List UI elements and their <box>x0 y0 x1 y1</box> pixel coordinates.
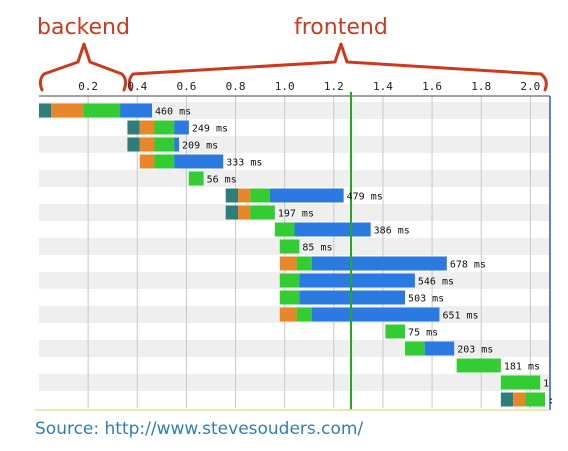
duration-label: 651 ms <box>442 311 478 322</box>
duration-label: 333 ms <box>226 158 262 169</box>
bar-segment-ttfb <box>83 103 121 118</box>
x-tick-label: 1.0 <box>275 80 295 93</box>
bar-segment-dns <box>225 205 238 220</box>
bar-segment-download <box>299 290 406 305</box>
x-tick-label: 0.2 <box>78 80 98 93</box>
bar-segment-connect <box>513 392 526 407</box>
bar-segment-connect <box>237 205 251 220</box>
duration-label: 181 ms <box>504 362 540 373</box>
frontend-annotation: frontend <box>294 15 388 40</box>
bar-segment-download <box>174 120 189 135</box>
x-tick-label: 1.8 <box>471 80 491 93</box>
source-caption: Source: http://www.stevesouders.com/ <box>35 419 364 439</box>
row-stripe <box>39 170 550 187</box>
bar-segment-download <box>294 222 371 237</box>
duration-label: 546 ms <box>418 277 454 288</box>
bar-segment-ttfb <box>274 222 295 237</box>
x-tick-label: 1.4 <box>373 80 393 93</box>
bar-segment-ttfb <box>296 307 312 322</box>
backend-bracket <box>38 42 128 92</box>
row-stripe <box>39 102 550 119</box>
duration-label: 209 ms <box>182 141 218 152</box>
duration-label: 479 ms <box>347 192 383 203</box>
duration-label: 460 ms <box>155 107 191 118</box>
x-tick-label: 1.2 <box>324 80 344 93</box>
bar-segment-download <box>174 154 224 169</box>
bar-segment-ttfb <box>154 154 175 169</box>
frontend-bracket <box>127 42 548 92</box>
duration-label: 1 <box>543 379 549 390</box>
duration-label: 249 ms <box>192 124 228 135</box>
duration-label: 203 ms <box>457 345 493 356</box>
duration-label: 503 ms <box>408 294 444 305</box>
bar-segment-connect <box>279 307 297 322</box>
bar-segment-ttfb <box>188 171 204 186</box>
duration-label: 386 ms <box>374 226 410 237</box>
duration-label: 678 ms <box>450 260 486 271</box>
bar-segment-download <box>120 103 153 118</box>
bar-segment-ttfb <box>405 341 425 356</box>
x-axis-ticks: 0.2 0.4 0.6 0.8 1.0 1.2 1.4 1.6 1.8 2.0 <box>78 80 540 93</box>
x-tick-label: 0.8 <box>226 80 246 93</box>
bar-segment-ttfb <box>154 137 175 152</box>
bar-segment-ttfb <box>279 273 300 288</box>
row-stripe <box>39 374 550 391</box>
bar-segment-connect <box>51 103 84 118</box>
x-tick-label: 2.0 <box>520 80 540 93</box>
bar-segment-connect <box>139 154 155 169</box>
x-tick-label: 0.4 <box>127 80 147 93</box>
bar-segment-download <box>174 137 180 152</box>
bar-segment-dns <box>127 120 140 135</box>
bar-segment-download <box>269 188 344 203</box>
bar-segment-connect <box>139 137 155 152</box>
bar-segment-dns <box>39 103 52 118</box>
x-tick-label: 0.6 <box>176 80 196 93</box>
duration-label: 85 ms <box>302 243 332 254</box>
bar-segment-ttfb <box>250 205 275 220</box>
duration-label: : <box>548 396 554 407</box>
bar-segment-download <box>424 341 455 356</box>
bar-segment-connect <box>139 120 155 135</box>
bar-segment-download <box>299 273 415 288</box>
duration-label: 197 ms <box>278 209 314 220</box>
bar-segment-ttfb <box>279 239 300 254</box>
bar-segment-ttfb <box>500 375 541 390</box>
x-tick-label: 1.6 <box>422 80 442 93</box>
bar-segment-connect <box>237 188 251 203</box>
bar-segment-ttfb <box>296 256 312 271</box>
bar-segment-dns <box>500 392 514 407</box>
bar-segment-download <box>311 256 447 271</box>
row-stripe <box>39 136 550 153</box>
bar-segment-ttfb <box>250 188 270 203</box>
bar-segment-dns <box>127 137 140 152</box>
bar-segment-dns <box>225 188 238 203</box>
bar-segment-download <box>311 307 440 322</box>
bar-segment-ttfb <box>154 120 175 135</box>
duration-label: 75 ms <box>408 328 438 339</box>
bar-segment-connect <box>279 256 297 271</box>
bar-segment-ttfb <box>279 290 300 305</box>
duration-label: 56 ms <box>207 175 237 186</box>
bar-segment-ttfb <box>456 358 501 373</box>
row-stripe <box>39 204 550 221</box>
bar-segment-ttfb <box>525 392 546 407</box>
bar-segment-ttfb <box>385 324 406 339</box>
backend-annotation: backend <box>37 15 130 40</box>
